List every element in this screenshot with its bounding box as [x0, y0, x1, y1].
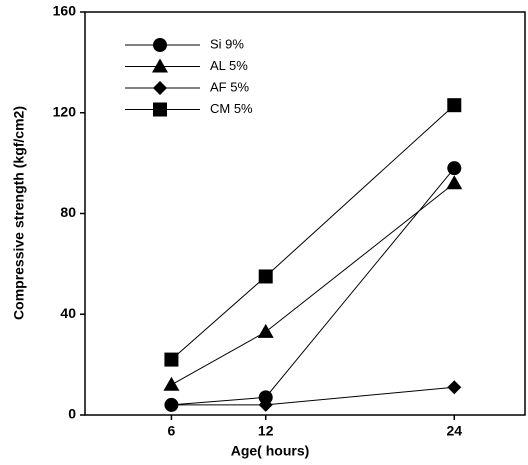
- y-axis-title: Compressive strength (kgf/cm2): [11, 106, 27, 320]
- legend-label: AL 5%: [210, 58, 248, 73]
- marker: [447, 380, 462, 395]
- marker: [257, 323, 274, 338]
- series-line: [171, 167, 455, 406]
- marker: [447, 98, 462, 113]
- series-line: [171, 182, 455, 386]
- y-tick-label: 120: [53, 103, 77, 119]
- x-tick-label: 24: [446, 423, 462, 439]
- marker: [163, 376, 180, 391]
- marker: [258, 269, 273, 284]
- y-tick-label: 80: [60, 204, 76, 220]
- legend-label: Si 9%: [210, 36, 244, 51]
- plot-frame: [84, 11, 526, 416]
- marker: [153, 38, 167, 52]
- series-line: [171, 386, 455, 406]
- y-tick-label: 160: [53, 3, 77, 19]
- x-tick-label: 12: [258, 423, 274, 439]
- marker: [258, 397, 273, 412]
- x-axis-title: Age( hours): [231, 443, 310, 459]
- marker: [152, 58, 168, 73]
- legend-label: CM 5%: [210, 101, 253, 116]
- legend-label: AF 5%: [210, 79, 249, 94]
- x-tick-label: 6: [168, 423, 176, 439]
- marker: [164, 397, 179, 412]
- y-tick-label: 0: [68, 406, 76, 422]
- marker: [258, 390, 273, 405]
- marker: [153, 81, 167, 95]
- marker: [447, 161, 462, 176]
- marker: [446, 175, 463, 190]
- y-tick-label: 40: [60, 305, 76, 321]
- series-line: [171, 104, 455, 360]
- marker: [153, 102, 167, 117]
- marker: [164, 352, 179, 367]
